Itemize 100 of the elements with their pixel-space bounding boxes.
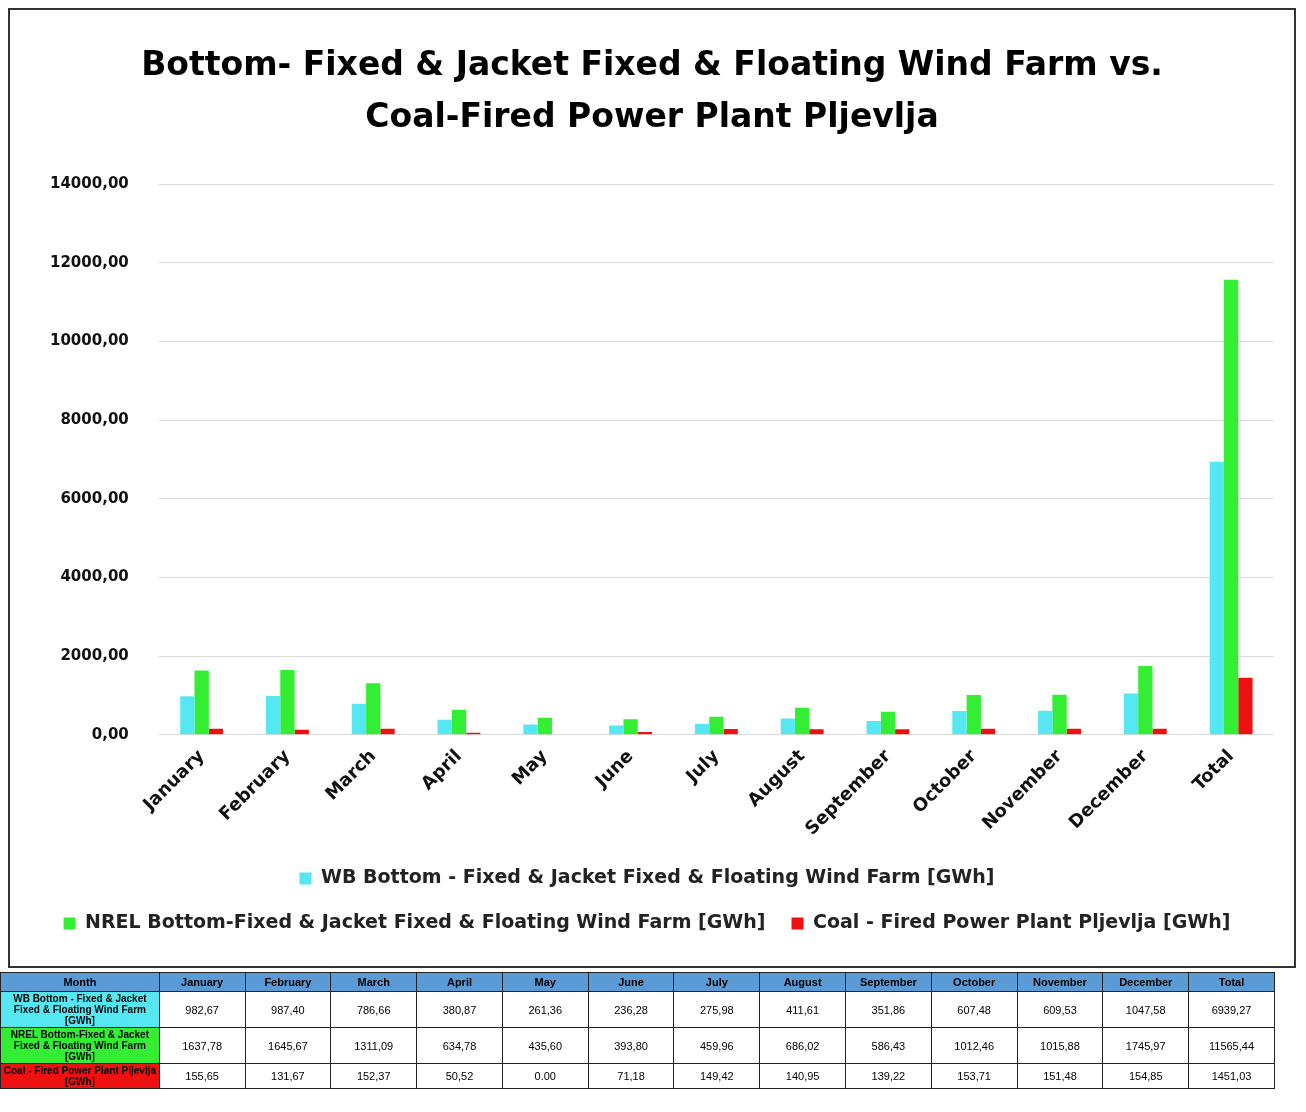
bar — [351, 703, 367, 735]
bar — [1138, 666, 1153, 735]
category-label: Total — [1218, 976, 1245, 988]
data-label: 1637,78 — [159, 1027, 246, 1064]
bar — [723, 728, 738, 735]
bar — [451, 709, 467, 735]
y-tick-label: 2000,00 — [60, 646, 129, 665]
bar — [265, 695, 281, 735]
data-label: 393,80 — [588, 1027, 674, 1064]
bar — [1123, 693, 1139, 735]
bar — [523, 724, 538, 735]
bar — [1066, 728, 1081, 735]
data-label: 139,22 — [845, 1063, 932, 1089]
data-label: 1015,88 — [1017, 1027, 1103, 1064]
bar — [866, 720, 881, 735]
bar — [380, 728, 395, 735]
category-label: August — [783, 976, 822, 988]
data-label: 1311,09 — [330, 1027, 417, 1064]
data-label: 153,71 — [931, 1063, 1018, 1089]
text: Month — [0, 972, 160, 992]
text: Coal - Fired Power Plant Pljevlja [GWh] — [3, 1065, 156, 1087]
bar — [1052, 694, 1067, 735]
category-label: July — [705, 976, 728, 988]
bar — [880, 711, 896, 735]
data-label: 236,28 — [588, 991, 674, 1028]
data-label: 261,36 — [502, 991, 589, 1028]
data-label: 155,65 — [159, 1063, 246, 1089]
text: WB Bottom - Fixed & Jacket Fixed & Floating Wind Farm [GWh] — [13, 993, 147, 1026]
bar — [623, 719, 638, 735]
bar — [1152, 728, 1167, 735]
y-tick-label: 12000,00 — [49, 252, 129, 271]
data-label: 71,18 — [588, 1063, 674, 1089]
chart-title: Bottom- Fixed & Jacket Fixed & Floating Wind Farm vs. Coal-Fired Power Plant Pljevlja — [140, 43, 1164, 137]
legend-label: WB Bottom - Fixed & Jacket Fixed & Floating Wind Farm [GWh] — [321, 865, 995, 888]
bar — [280, 670, 295, 735]
bar — [180, 696, 195, 735]
data-label: 987,40 — [245, 991, 331, 1028]
bar — [952, 710, 967, 735]
bar — [537, 717, 552, 735]
bar — [1223, 279, 1239, 735]
data-label: 1745,97 — [1102, 1027, 1189, 1064]
data-label: 586,43 — [845, 1027, 932, 1064]
category-label: December — [1119, 976, 1173, 988]
data-label: 982,67 — [159, 991, 246, 1028]
bar — [780, 718, 796, 735]
legend-label: Coal - Fired Power Plant Pljevlja [GWh] — [813, 910, 1231, 933]
text: NREL Bottom-Fixed & Jacket Fixed & Floating Wind Farm [GWh] — [10, 1029, 149, 1062]
category-label: March — [357, 976, 390, 988]
data-label: 154,85 — [1102, 1063, 1189, 1089]
data-label: 1012,46 — [931, 1027, 1018, 1064]
data-label: 1645,67 — [245, 1027, 331, 1064]
data-label: 686,02 — [759, 1027, 846, 1064]
data-label: 351,86 — [845, 991, 932, 1028]
data-label: 411,61 — [759, 991, 846, 1028]
bar — [437, 719, 452, 735]
y-tick-label: 8000,00 — [60, 409, 129, 428]
bar — [809, 729, 824, 735]
data-label: 607,48 — [931, 991, 1018, 1028]
category-label: April — [446, 976, 473, 988]
bar — [709, 716, 724, 735]
bar — [1038, 710, 1053, 735]
data-label: 380,87 — [416, 991, 503, 1028]
category-label: November — [1033, 976, 1087, 988]
y-tick-label: 14000,00 — [49, 173, 129, 192]
data-label: 1451,03 — [1188, 1063, 1275, 1089]
data-label: 11565,44 — [1188, 1027, 1275, 1064]
legend-label: NREL Bottom-Fixed & Jacket Fixed & Floating Wind Farm [GWh] — [85, 910, 766, 933]
bar — [194, 670, 209, 735]
data-label: 634,78 — [416, 1027, 503, 1064]
category-label: February — [264, 976, 312, 988]
bar — [795, 707, 810, 735]
category-label: May — [534, 976, 556, 988]
bar — [895, 729, 910, 735]
y-tick-label: 4000,00 — [60, 567, 129, 586]
data-label: 1047,58 — [1102, 991, 1189, 1028]
y-tick-label: 0,00 — [91, 724, 129, 743]
y-tick-label: 10000,00 — [49, 331, 129, 350]
data-label: 6939,27 — [1188, 991, 1275, 1028]
data-label: 50,52 — [416, 1063, 503, 1089]
data-label: 140,95 — [759, 1063, 846, 1089]
data-label: 0.00 — [502, 1063, 589, 1089]
data-label: 151,48 — [1017, 1063, 1103, 1089]
data-label: 275,98 — [673, 991, 760, 1028]
data-label: 131,67 — [245, 1063, 331, 1089]
data-label: 609,53 — [1017, 991, 1103, 1028]
category-label: September — [859, 976, 917, 988]
category-label: June — [618, 976, 644, 988]
category-label: January — [181, 976, 224, 988]
bar — [966, 694, 981, 735]
data-label: 152,37 — [330, 1063, 417, 1089]
bar — [1238, 677, 1253, 735]
bar — [694, 723, 710, 735]
category-label: October — [953, 976, 996, 988]
bar — [1209, 461, 1224, 735]
bar — [366, 683, 381, 735]
y-tick-label: 6000,00 — [60, 488, 129, 507]
data-label: 786,66 — [330, 991, 417, 1028]
data-label: 149,42 — [673, 1063, 760, 1089]
data-label: 435,60 — [502, 1027, 589, 1064]
data-label: 459,96 — [673, 1027, 760, 1064]
